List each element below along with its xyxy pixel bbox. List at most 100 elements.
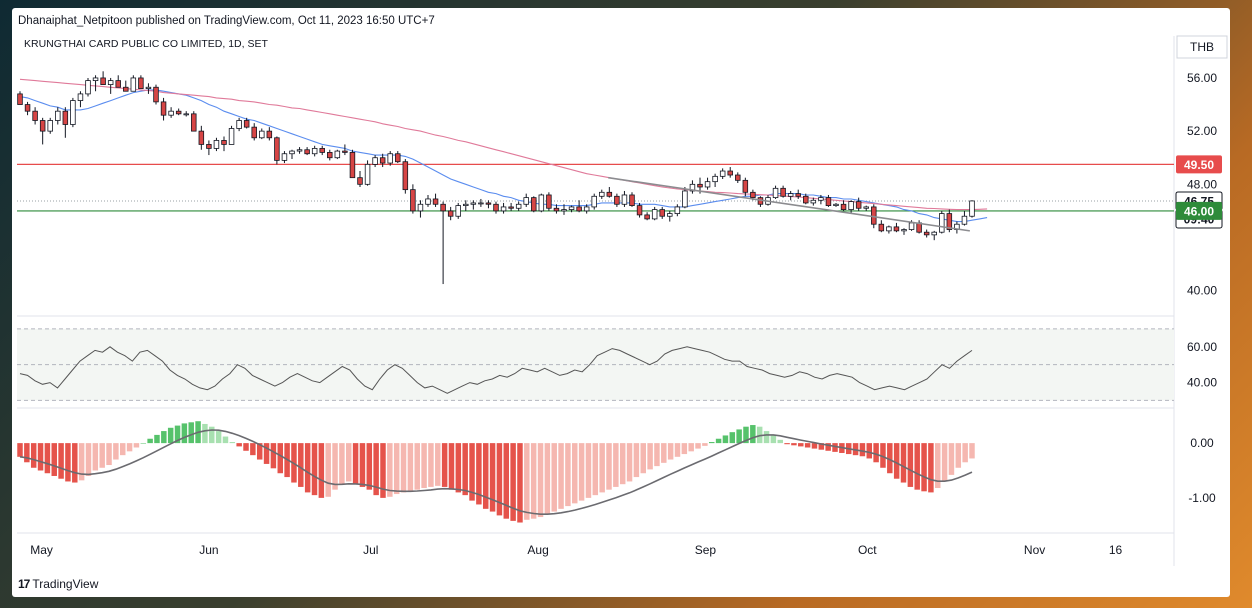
price-tick-label: 48.00 <box>1187 177 1217 191</box>
chart-canvas[interactable]: THB 56.00 52.00 48.00 40.00 49.5046.7509:40… <box>12 8 1230 597</box>
macd-bar <box>256 443 263 460</box>
candle <box>818 194 824 205</box>
candle-body <box>735 174 741 181</box>
candle <box>916 220 922 234</box>
candle <box>100 71 106 85</box>
macd-bar <box>763 431 770 444</box>
candle-body <box>349 152 356 179</box>
currency-box[interactable] <box>1176 35 1228 59</box>
candle-body <box>17 93 23 105</box>
macd-bar <box>928 443 934 493</box>
candle <box>115 75 121 88</box>
candle-body <box>818 197 824 201</box>
candle <box>402 159 409 194</box>
chart-card: Dhanaiphat_Netpitoon published on Tradin… <box>12 8 1230 597</box>
candle <box>893 222 900 233</box>
macd-bar <box>893 443 900 479</box>
candle-body <box>39 120 46 132</box>
candle-body <box>221 140 227 145</box>
macd-bar <box>709 442 715 444</box>
candle <box>485 200 492 209</box>
candle-body <box>591 195 597 208</box>
candle-body <box>704 181 711 188</box>
macd-bar <box>236 443 242 447</box>
macd-bar <box>667 443 674 460</box>
candle-body <box>651 209 658 220</box>
macd-bar <box>907 443 914 487</box>
candle-body <box>417 203 424 212</box>
macd-bar <box>599 443 605 493</box>
macd-bar <box>462 443 468 496</box>
macd-bar <box>880 443 886 468</box>
candle-body <box>213 140 220 149</box>
candle-body <box>342 150 348 153</box>
macd-bar <box>955 443 962 468</box>
candle <box>704 177 711 190</box>
candle <box>455 202 461 219</box>
candle <box>387 151 393 166</box>
tradingview-logo[interactable]: 17 TradingView <box>18 577 98 591</box>
trendline-group[interactable] <box>608 176 970 232</box>
candle <box>410 184 416 214</box>
candle <box>447 206 454 221</box>
candle-body <box>281 153 288 161</box>
rsi-guides <box>17 328 1174 401</box>
macd-bar <box>722 435 729 444</box>
candle-body <box>803 195 809 204</box>
candle <box>236 117 242 132</box>
macd-bar <box>798 443 804 447</box>
macd-bar <box>647 443 653 470</box>
candle <box>175 108 182 116</box>
candle <box>432 193 439 207</box>
candle <box>886 225 892 234</box>
time-axis: May Jun Jul Aug Sep Oct Nov 16 <box>30 543 1122 557</box>
macd-bar <box>250 443 256 456</box>
macd-bar <box>887 443 893 474</box>
candle <box>515 201 522 211</box>
candle <box>674 204 681 217</box>
candle-body <box>531 197 537 212</box>
candle <box>568 205 575 213</box>
candle-body <box>780 187 786 197</box>
macd-bar <box>914 443 920 490</box>
time-tick-label: Jul <box>363 543 378 557</box>
candle <box>281 151 288 164</box>
candle <box>319 145 325 156</box>
time-tick-label: May <box>30 543 53 557</box>
candle-body <box>599 191 605 197</box>
candle <box>719 168 726 180</box>
macd-bar <box>729 432 736 444</box>
macd-bar <box>633 443 640 478</box>
candle <box>85 77 91 97</box>
candle-body <box>863 206 869 209</box>
macd-bar <box>147 438 153 444</box>
candle <box>55 107 61 125</box>
macd-bar <box>551 443 557 512</box>
macd-signal-line <box>19 429 973 516</box>
candle-body <box>833 203 839 206</box>
macd-bar <box>777 439 783 444</box>
macd-bar <box>400 443 407 493</box>
candle <box>939 210 945 234</box>
candle <box>659 206 665 219</box>
candle-body <box>961 215 968 225</box>
macd-bar <box>30 443 37 468</box>
macd-bar <box>681 443 688 455</box>
candle-body <box>191 113 197 132</box>
macd-bar <box>359 443 366 487</box>
candle-body <box>402 161 409 191</box>
candle <box>508 202 514 211</box>
candle <box>478 198 484 207</box>
candle-body <box>561 209 567 212</box>
macd-bar <box>613 443 619 487</box>
candle-body <box>304 149 310 155</box>
macd-y-axis: 0.00 -1.00 <box>1188 436 1216 505</box>
candle <box>772 185 779 199</box>
macd-bar <box>215 431 222 444</box>
candle <box>206 140 212 156</box>
macd-bar <box>202 423 208 444</box>
candle <box>259 128 265 140</box>
macd-bar <box>58 443 64 479</box>
candle <box>561 204 567 215</box>
